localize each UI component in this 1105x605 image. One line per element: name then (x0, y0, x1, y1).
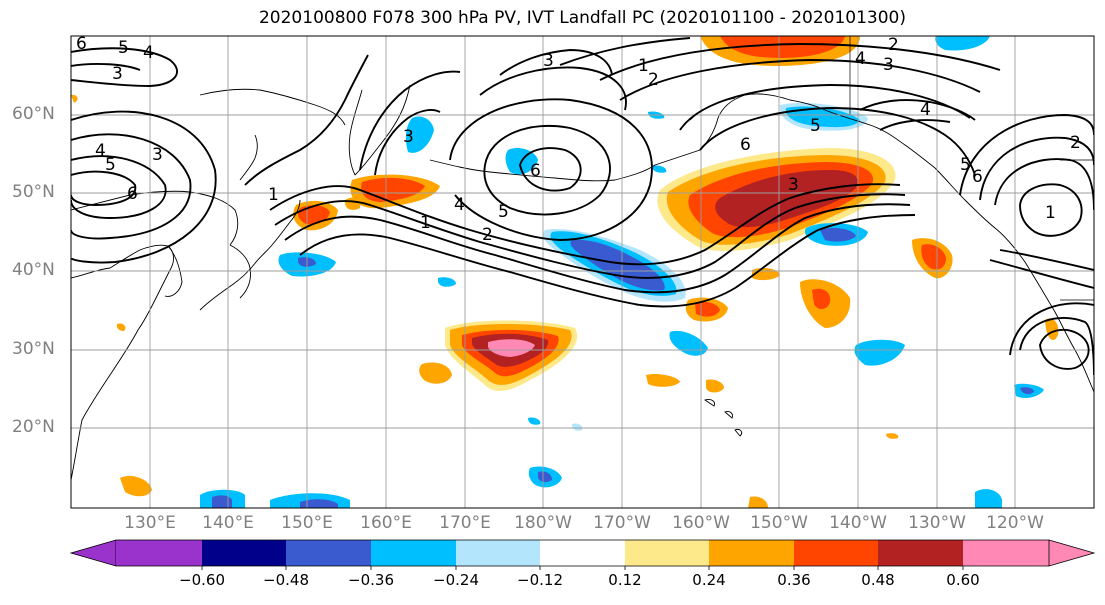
colorbar-bin (116, 540, 202, 566)
contour-label: 3 (788, 175, 799, 195)
pv-contours (71, 37, 1094, 376)
contour-label: 1 (638, 56, 649, 76)
lon-label-170w: 170°W (593, 513, 651, 533)
contour-label: 5 (118, 38, 129, 58)
colorbar-bin (709, 540, 794, 566)
contour-label: 5 (498, 202, 509, 222)
contour-label: 3 (152, 145, 163, 165)
lon-label-140e: 140°E (202, 513, 254, 533)
contour-label: 6 (76, 34, 87, 54)
contour-label: 2 (648, 70, 659, 90)
contour-label: 3 (543, 51, 554, 71)
map-frame (70, 35, 1095, 509)
contour-label: 5 (810, 116, 821, 136)
colorbar-extend-high (1048, 539, 1096, 567)
colorbar-bin (878, 540, 963, 566)
colorbar-tick-label: −0.60 (179, 571, 225, 589)
colorbar-tick-label: −0.36 (348, 571, 394, 589)
colorbar-bin (202, 540, 286, 566)
lat-label-50n: 50°N (12, 182, 55, 202)
map-plot-area: 6 5 4 3 4 5 6 3 1 3 4 5 1 2 6 3 2 1 2 3 … (71, 34, 1094, 508)
colorbar-tick-label: 0.48 (861, 571, 895, 589)
contour-label: 1 (1045, 203, 1056, 223)
contour-label: 4 (920, 100, 931, 120)
lat-label-30n: 30°N (12, 339, 55, 359)
colorbar-bin (963, 540, 1049, 566)
contour-label: 3 (403, 127, 414, 147)
contour-label: 2 (888, 35, 899, 55)
contour-label: 2 (1070, 133, 1081, 153)
contour-label: 1 (420, 213, 431, 233)
colorbar-bin (625, 540, 709, 566)
colorbar-tick-label: −0.12 (517, 571, 563, 589)
contour-label: 4 (143, 43, 154, 63)
lon-label-150w: 150°W (750, 513, 808, 533)
contour-label: 3 (112, 64, 123, 84)
lon-label-160e: 160°E (360, 513, 412, 533)
contour-label: 4 (454, 195, 465, 215)
lon-label-130e: 130°E (124, 513, 176, 533)
colorbar-tick-label: 0.36 (777, 571, 811, 589)
lon-label-140w: 140°W (829, 513, 887, 533)
colorbar (69, 539, 1096, 570)
lon-label-160w: 160°W (672, 513, 730, 533)
contour-label: 3 (883, 55, 894, 75)
contour-label: 1 (268, 185, 279, 205)
contour-label: 6 (740, 135, 751, 155)
colorbar-bin (371, 540, 456, 566)
lon-label-180w: 180°W (514, 513, 572, 533)
colorbar-extend-low (69, 539, 117, 567)
lon-label-170e: 170°E (439, 513, 491, 533)
contour-label: 6 (972, 167, 983, 187)
lon-label-150e: 150°E (281, 513, 333, 533)
colorbar-tick-label: −0.24 (433, 571, 479, 589)
colorbar-tick-label: 0.12 (608, 571, 642, 589)
contour-label: 2 (482, 225, 493, 245)
contour-label: 4 (855, 49, 866, 69)
contour-labels: 6 5 4 3 4 5 6 3 1 3 4 5 1 2 6 3 2 1 2 3 … (76, 34, 1081, 245)
colorbar-tick-label: 0.24 (692, 571, 726, 589)
lon-label-120w: 120°W (986, 513, 1044, 533)
contour-label: 6 (530, 161, 541, 181)
plot-title: 2020100800 F078 300 hPa PV, IVT Landfall… (258, 8, 906, 28)
contour-label: 5 (105, 155, 116, 175)
lon-label-130w: 130°W (908, 513, 966, 533)
contour-label: 6 (127, 184, 138, 204)
colorbar-bin (456, 540, 540, 566)
pv-shading (71, 36, 1059, 508)
colorbar-tick-label: 0.60 (946, 571, 980, 589)
lat-label-20n: 20°N (12, 417, 55, 437)
colorbar-bin (286, 540, 371, 566)
graticule (71, 36, 1094, 508)
colorbar-bin (794, 540, 878, 566)
contour-label: 5 (960, 155, 971, 175)
lat-label-40n: 40°N (12, 260, 55, 280)
contour-label: 4 (95, 141, 106, 161)
lat-label-60n: 60°N (12, 104, 55, 124)
colorbar-tick-label: −0.48 (263, 571, 309, 589)
colorbar-bin (540, 540, 625, 566)
